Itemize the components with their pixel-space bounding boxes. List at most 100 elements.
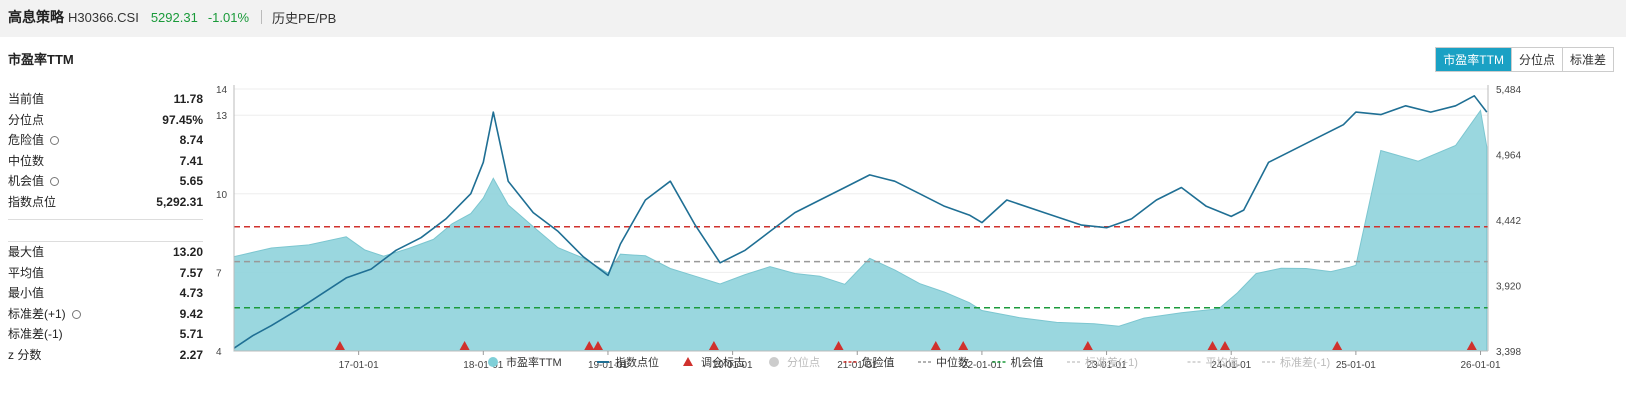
header-bar: 高息策略 H30366.CSI 5292.31 -1.01% 历史PE/PB	[0, 0, 1626, 34]
legend-label[interactable]: 危险值	[862, 355, 895, 369]
stat-label: 中位数	[8, 153, 45, 168]
stat-value: 8.74	[179, 133, 203, 148]
tab-percentile[interactable]: 分位点	[1510, 48, 1562, 71]
legend-label[interactable]: 标准差(+1)	[1085, 355, 1138, 369]
stat-row: 最小值 4.73	[8, 283, 203, 304]
panel-title: 市盈率TTM	[8, 52, 74, 67]
stat-row: 机会值 5.65	[8, 171, 203, 192]
stat-row: 标准差(-1) 5.71	[8, 324, 203, 345]
reference-lines	[234, 226, 1488, 309]
chart-legend: 市盈率TTM 指数点位 调仓标志 分位点 危险值 中位数 机会值 标准差(+1) 平均值 标准差(…	[488, 355, 1330, 369]
history-pe-pb-link[interactable]: 历史PE/PB	[272, 10, 337, 26]
stat-value: 5.65	[179, 174, 203, 189]
legend-label[interactable]: 平均值	[1206, 356, 1239, 369]
rebalance-marker	[459, 341, 470, 350]
index-change: -1.01%	[207, 9, 250, 25]
stats-summary: 最大值 13.20 平均值 7.57 最小值 4.73 标准差(+1) 9.42 标准差…	[8, 241, 203, 366]
y-right-tick-label: 5,484	[1496, 85, 1521, 96]
gear-icon[interactable]	[50, 135, 60, 145]
legend-label[interactable]: 机会值	[1011, 355, 1044, 369]
stat-row: 指数点位 5,292.31	[8, 192, 203, 213]
y-right-tick-label: 3,398	[1496, 347, 1521, 358]
stat-label: 当前值	[8, 92, 45, 106]
x-tick-label: 22-01-01	[962, 360, 1002, 371]
stat-row: 中位数 7.41	[8, 151, 203, 172]
stat-value: 7.41	[179, 153, 203, 168]
x-tick-label: 19-01-01	[588, 360, 628, 371]
legend-label[interactable]: 指数点位	[615, 355, 659, 369]
stat-row: z 分数 2.27	[8, 345, 203, 366]
stat-label: 危险值	[8, 133, 45, 148]
rebalance-marker	[958, 341, 969, 350]
y-left-tick-label: 7	[216, 268, 222, 279]
y-right-tick-label: 4,964	[1496, 150, 1521, 161]
index-code: H30366.CSI	[68, 9, 139, 25]
rebalance-marker	[1082, 341, 1093, 350]
legend-label[interactable]: 调仓标志	[701, 355, 745, 369]
x-tick-label: 24-01-01	[1211, 360, 1251, 371]
rebalance-marker	[930, 341, 941, 350]
legend-label[interactable]: 市盈率TTM	[506, 355, 562, 369]
stat-row: 当前值 11.78	[8, 89, 203, 110]
rebalance-marker	[584, 341, 595, 350]
tab-std-dev[interactable]: 标准差	[1561, 48, 1613, 71]
stat-label: 标准差(-1)	[8, 327, 63, 342]
legend-swatch[interactable]	[769, 357, 779, 367]
stat-value: 11.78	[173, 92, 203, 106]
rebalance-marker	[592, 341, 603, 350]
legend-swatch[interactable]	[488, 357, 498, 367]
stat-value: 5.71	[179, 327, 203, 342]
rebalance-marker	[1219, 341, 1230, 350]
rebalance-marker	[833, 341, 844, 350]
tab-pe-ttm[interactable]: 市盈率TTM	[1436, 48, 1511, 71]
stat-row: 分位点 97.45%	[8, 110, 203, 131]
x-tick-label: 26-01-01	[1461, 360, 1501, 371]
stat-row: 危险值 8.74	[8, 130, 203, 151]
stat-value: 2.27	[179, 347, 203, 362]
stat-value: 9.42	[179, 306, 203, 321]
y-left-tick-label: 14	[216, 85, 228, 96]
stat-value: 4.73	[179, 286, 203, 301]
stat-label: 最大值	[8, 245, 45, 259]
x-tick-label: 17-01-01	[339, 360, 379, 371]
x-tick-label: 20-01-01	[713, 360, 753, 371]
index-name: 高息策略	[8, 9, 64, 25]
gear-icon[interactable]	[50, 177, 60, 187]
rebalance-marker	[708, 341, 719, 350]
stat-label: 指数点位	[8, 194, 57, 209]
stat-label: 标准差(+1)	[8, 306, 66, 321]
metric-tabs: 市盈率TTM 分位点 标准差	[1435, 47, 1614, 72]
rebalance-marker	[1207, 341, 1218, 350]
stat-row: 标准差(+1) 9.42	[8, 304, 203, 325]
stat-value: 7.57	[179, 265, 203, 280]
gear-icon[interactable]	[71, 309, 81, 319]
stat-row: 平均值 7.57	[8, 263, 203, 284]
index-level-line	[233, 95, 1488, 349]
x-tick-label: 25-01-01	[1336, 360, 1376, 371]
stat-label: z 分数	[8, 347, 42, 362]
legend-label[interactable]: 标准差(-1)	[1280, 355, 1330, 369]
stat-label: 平均值	[8, 265, 45, 280]
stat-value: 13.20	[172, 245, 203, 259]
divider	[261, 10, 263, 24]
chart-axes: 14 13 10 7 4 5,484 4,964 4,442 3,920 3,398 17-01-0…	[216, 85, 1521, 371]
legend-label[interactable]: 分位点	[787, 355, 820, 369]
rebalance-marker	[1332, 341, 1343, 350]
y-left-tick-label: 13	[216, 111, 228, 122]
legend-label[interactable]: 中位数	[936, 355, 969, 369]
index-price: 5292.31	[150, 9, 198, 25]
stats-current: 当前值 11.78 分位点 97.45% 危险值 8.74 中位数 7.41 机会值 5.…	[8, 89, 203, 220]
y-left-tick-label: 10	[216, 190, 228, 201]
rebalance-marker	[1466, 341, 1477, 350]
x-tick-label: 23-01-01	[1087, 360, 1127, 371]
stat-label: 最小值	[8, 286, 45, 301]
y-right-tick-label: 4,442	[1496, 216, 1521, 227]
y-left-tick-label: 4	[216, 347, 222, 358]
y-right-tick-label: 3,920	[1496, 281, 1521, 292]
legend-swatch[interactable]	[683, 357, 693, 366]
x-tick-label: 21-01-01	[837, 360, 877, 371]
rebalance-marker	[334, 341, 345, 350]
rebalance-markers	[334, 341, 1477, 350]
stat-label: 分位点	[8, 112, 45, 127]
